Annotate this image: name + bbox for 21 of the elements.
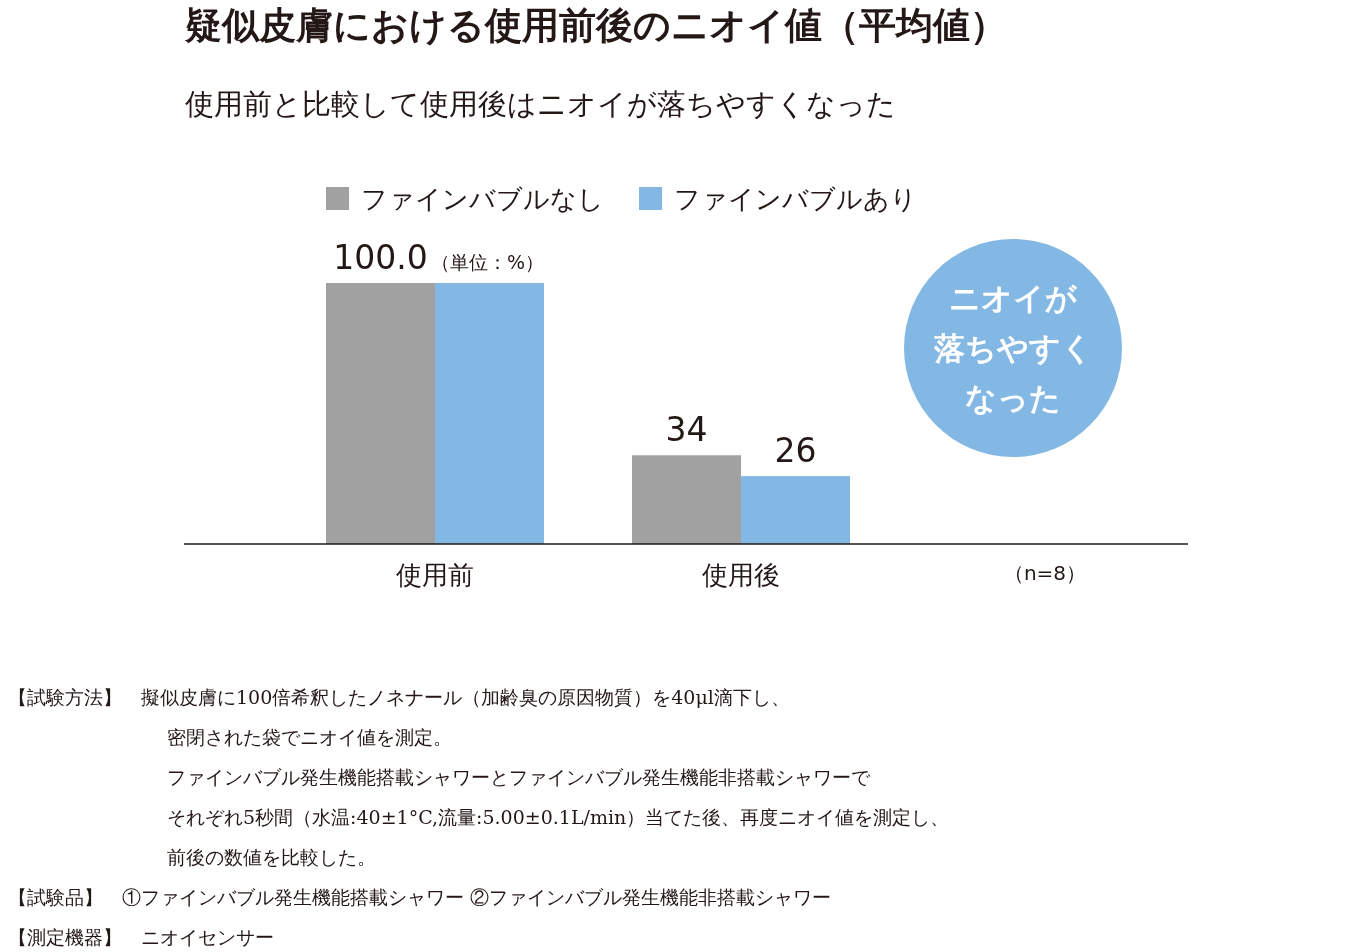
- annotation: 【試験方法】 擬似皮膚に100倍希釈したノネナール（加齢臭の原因物質）を40μl滴下し、: [8, 686, 790, 708]
- subtitle: 使用前と比較して使用後はニオイが落ちやすくなった: [185, 87, 896, 121]
- annotation: 密閉された袋でニオイ値を測定。: [167, 726, 452, 748]
- annotation: 落ちやすく: [933, 330, 1093, 366]
- annotation: ニオイが: [949, 280, 1077, 316]
- x-tick: 使用後: [702, 560, 780, 590]
- legend-label: ファインバブルあり: [674, 184, 917, 214]
- annotation: 前後の数値を比較した。: [167, 846, 376, 868]
- value-label: 26: [774, 431, 817, 471]
- x-tick: 使用前: [396, 560, 474, 590]
- annotation: ファインバブル発生機能搭載シャワーとファインバブル発生機能非搭載シャワーで: [167, 766, 870, 788]
- value-label: 34: [665, 410, 708, 450]
- annotation: 【試験品】 ①ファインバブル発生機能搭載シャワー ②ファインバブル発生機能非搭載シャワー: [8, 886, 832, 908]
- title: 疑似皮膚における使用前後のニオイ値（平均値）: [185, 4, 1007, 47]
- annotation: （n=8）: [1003, 561, 1087, 585]
- annotation: それぞれ5秒間（水温:40±1°C,流量:5.00±0.1L/min）当てた後、再度ニオイ値を測定し、: [167, 806, 950, 828]
- value-label: 100.0: [333, 238, 428, 277]
- annotation: なった: [965, 380, 1061, 416]
- legend-label: ファインバブルなし: [361, 184, 604, 214]
- annotation: 【測定機器】 ニオイセンサー: [8, 926, 274, 948]
- annotation: （単位：%）: [431, 251, 545, 273]
